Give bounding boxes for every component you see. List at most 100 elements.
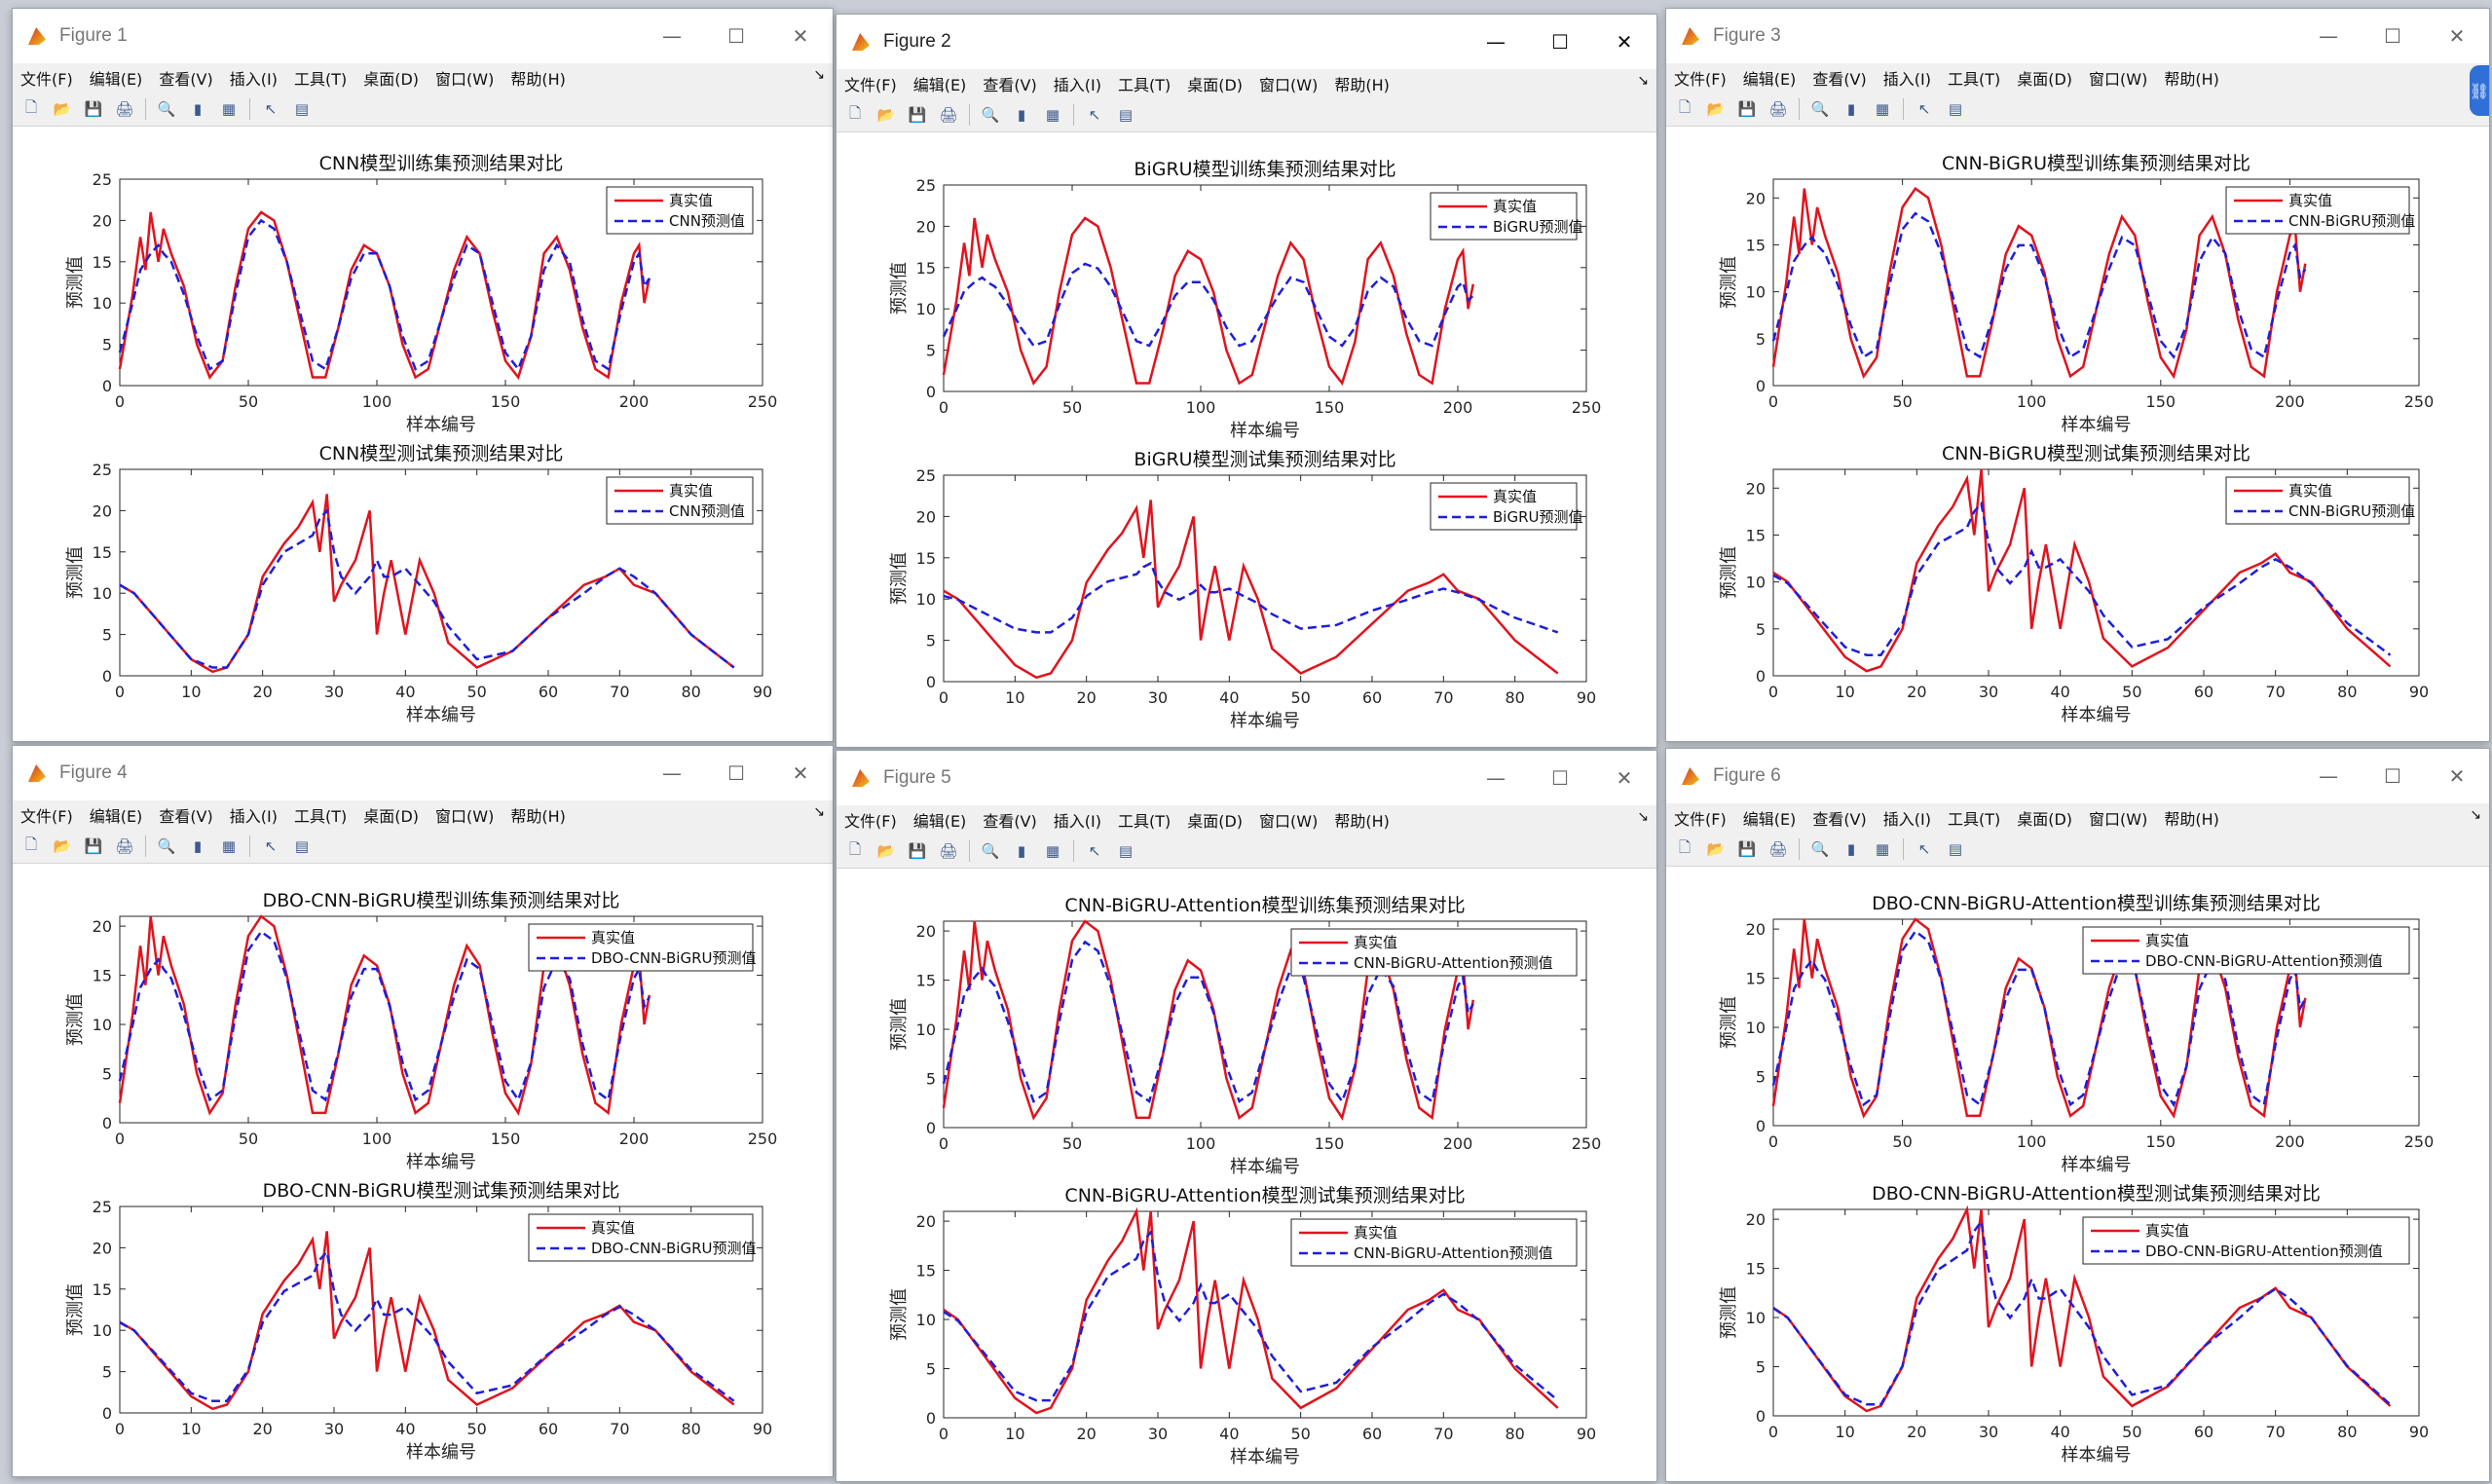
print-preview-icon[interactable]: 🔍 xyxy=(981,842,1000,860)
dock-arrow-icon[interactable]: ↘ xyxy=(813,804,825,820)
legend-icon[interactable]: ▦ xyxy=(1875,100,1890,118)
property-editor-icon[interactable]: ▤ xyxy=(294,837,310,855)
figure-canvas[interactable]: DBO-CNN-BiGRU模型训练集预测结果对比 0 50 100 150 200 250 0… xyxy=(13,864,833,1476)
open-folder-icon[interactable]: 📂 xyxy=(53,837,72,855)
pointer-icon[interactable]: ↖ xyxy=(264,837,278,855)
print-icon[interactable]: 🖨 xyxy=(1768,840,1788,858)
menu-item[interactable]: 文件(F) xyxy=(844,812,897,831)
menu-item[interactable]: 插入(I) xyxy=(1882,70,1931,89)
close-button[interactable]: ✕ xyxy=(792,24,809,48)
menu-item[interactable]: 工具(T) xyxy=(293,807,348,826)
menu-item[interactable]: 编辑(E) xyxy=(1742,70,1797,89)
menu-item[interactable]: 窗口(W) xyxy=(2089,70,2148,89)
menu-item[interactable]: 帮助(H) xyxy=(510,70,566,89)
pointer-icon[interactable]: ↖ xyxy=(264,100,278,118)
minimize-button[interactable]: — xyxy=(662,761,682,785)
save-icon[interactable]: 💾 xyxy=(1737,100,1757,118)
colorbar-icon[interactable]: ▮ xyxy=(1017,106,1026,124)
open-folder-icon[interactable]: 📂 xyxy=(1706,100,1726,118)
dock-arrow-icon[interactable]: ↘ xyxy=(1637,73,1649,89)
print-icon[interactable]: 🖨 xyxy=(939,106,958,124)
menu-item[interactable]: 编辑(E) xyxy=(912,76,967,94)
print-preview-icon[interactable]: 🔍 xyxy=(1810,100,1830,118)
print-preview-icon[interactable]: 🔍 xyxy=(1810,840,1830,858)
menu-item[interactable]: 工具(T) xyxy=(1947,810,2001,829)
menu-item[interactable]: 文件(F) xyxy=(20,70,73,89)
save-icon[interactable]: 💾 xyxy=(1737,840,1757,858)
pointer-icon[interactable]: ↖ xyxy=(1917,100,1931,118)
figure-canvas[interactable]: CNN模型训练集预测结果对比 0 50 100 150 200 250 0 5 10 15 20 25 样… xyxy=(13,127,833,741)
save-icon[interactable]: 💾 xyxy=(84,100,103,118)
open-folder-icon[interactable]: 📂 xyxy=(876,842,896,860)
menu-item[interactable]: 查看(V) xyxy=(983,76,1037,94)
colorbar-icon[interactable]: ▮ xyxy=(1846,840,1856,858)
title-bar[interactable]: Figure 2 — ☐ ✕ xyxy=(837,15,1656,69)
menu-item[interactable]: 窗口(W) xyxy=(1259,76,1319,94)
legend-icon[interactable]: ▦ xyxy=(221,100,237,118)
dock-arrow-icon[interactable]: ↘ xyxy=(813,67,825,83)
menu-item[interactable]: 编辑(E) xyxy=(912,812,967,831)
menu-item[interactable]: 插入(I) xyxy=(229,70,278,89)
property-editor-icon[interactable]: ▤ xyxy=(1948,840,1963,858)
menu-item[interactable]: 窗口(W) xyxy=(435,70,495,89)
maximize-button[interactable]: ☐ xyxy=(727,761,745,785)
save-icon[interactable]: 💾 xyxy=(908,842,927,860)
open-folder-icon[interactable]: 📂 xyxy=(1706,840,1726,858)
close-button[interactable]: ✕ xyxy=(1616,30,1633,54)
menu-item[interactable]: 查看(V) xyxy=(159,807,213,826)
menu-item[interactable]: 桌面(D) xyxy=(363,807,420,826)
pointer-icon[interactable]: ↖ xyxy=(1917,840,1931,858)
maximize-button[interactable]: ☐ xyxy=(1551,30,1569,54)
close-button[interactable]: ✕ xyxy=(2448,764,2466,788)
property-editor-icon[interactable]: ▤ xyxy=(294,100,310,118)
menu-item[interactable]: 窗口(W) xyxy=(1259,812,1319,831)
menu-item[interactable]: 工具(T) xyxy=(1117,76,1172,94)
figure-window-4[interactable]: Figure 4 — ☐ ✕ 文件(F) 编辑(E) 查看(V) 插入(I) 工具(T) 桌面(D… xyxy=(12,745,834,1477)
menu-item[interactable]: 插入(I) xyxy=(1882,810,1931,829)
colorbar-icon[interactable]: ▮ xyxy=(1846,100,1856,118)
minimize-button[interactable]: — xyxy=(2319,24,2338,48)
menu-item[interactable]: 工具(T) xyxy=(1117,812,1172,831)
legend-icon[interactable]: ▦ xyxy=(1045,842,1060,860)
figure-window-1[interactable]: Figure 1 — ☐ ✕ 文件(F) 编辑(E) 查看(V) 插入(I) 工具(T) 桌面(D… xyxy=(12,8,834,742)
figure-window-5[interactable]: Figure 5 — ☐ ✕ 文件(F) 编辑(E) 查看(V) 插入(I) 工具(T) 桌面(D… xyxy=(836,750,1657,1482)
menu-item[interactable]: 插入(I) xyxy=(229,807,278,826)
menu-item[interactable]: 窗口(W) xyxy=(2089,810,2148,829)
figure-canvas[interactable]: CNN-BiGRU模型训练集预测结果对比 0 50 100 150 200 250 0 5 10 1… xyxy=(1666,127,2489,741)
title-bar[interactable]: Figure 3 — ☐ ✕ xyxy=(1666,9,2489,63)
save-icon[interactable]: 💾 xyxy=(84,837,103,855)
menu-item[interactable]: 窗口(W) xyxy=(435,807,495,826)
print-icon[interactable]: 🖨 xyxy=(115,837,134,855)
menu-item[interactable]: 桌面(D) xyxy=(1187,76,1244,94)
menu-item[interactable]: 帮助(H) xyxy=(510,807,566,826)
property-editor-icon[interactable]: ▤ xyxy=(1118,842,1134,860)
menu-item[interactable]: 帮助(H) xyxy=(1334,812,1390,831)
print-preview-icon[interactable]: 🔍 xyxy=(981,106,1000,124)
print-icon[interactable]: 🖨 xyxy=(115,100,134,118)
minimize-button[interactable]: — xyxy=(1486,766,1506,790)
menu-item[interactable]: 桌面(D) xyxy=(2017,70,2073,89)
new-file-icon[interactable]: 🗋 xyxy=(24,835,38,853)
new-file-icon[interactable]: 🗋 xyxy=(1678,837,1692,856)
menu-item[interactable]: 插入(I) xyxy=(1053,812,1101,831)
colorbar-icon[interactable]: ▮ xyxy=(193,100,203,118)
close-button[interactable]: ✕ xyxy=(1616,766,1633,790)
pointer-icon[interactable]: ↖ xyxy=(1088,842,1101,860)
close-button[interactable]: ✕ xyxy=(2448,24,2466,48)
print-preview-icon[interactable]: 🔍 xyxy=(157,100,176,118)
print-icon[interactable]: 🖨 xyxy=(1768,100,1788,118)
colorbar-icon[interactable]: ▮ xyxy=(193,837,203,855)
menu-item[interactable]: 文件(F) xyxy=(20,807,73,826)
legend-icon[interactable]: ▦ xyxy=(1045,106,1060,124)
menu-item[interactable]: 工具(T) xyxy=(293,70,348,89)
menu-item[interactable]: 查看(V) xyxy=(1812,70,1867,89)
property-editor-icon[interactable]: ▤ xyxy=(1948,100,1963,118)
maximize-button[interactable]: ☐ xyxy=(2384,24,2401,48)
print-icon[interactable]: 🖨 xyxy=(939,842,958,860)
save-icon[interactable]: 💾 xyxy=(908,106,927,124)
figure-window-3[interactable]: Figure 3 — ☐ ✕ 文件(F) 编辑(E) 查看(V) 插入(I) 工具(T) 桌面(D… xyxy=(1665,8,2490,742)
new-file-icon[interactable]: 🗋 xyxy=(1678,97,1692,116)
dock-arrow-icon[interactable]: ↘ xyxy=(2470,807,2481,823)
new-file-icon[interactable]: 🗋 xyxy=(24,97,38,116)
menu-item[interactable]: 编辑(E) xyxy=(89,807,143,826)
